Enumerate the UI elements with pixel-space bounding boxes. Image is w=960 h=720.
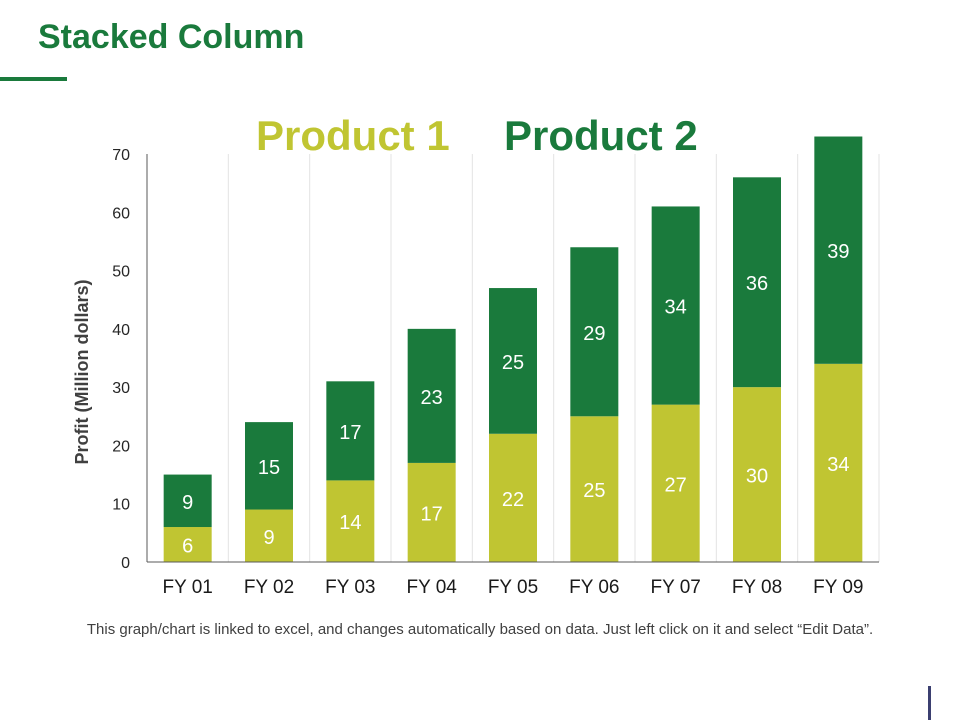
y-tick-label: 70 — [112, 147, 130, 164]
data-label: 17 — [421, 503, 443, 525]
data-labels: 6 9 9 15 14 17 17 23 22 25 25 29 27 34 30 36 34 39 — [182, 241, 849, 557]
bars — [163, 136, 863, 562]
bar-product-1 — [407, 462, 456, 562]
bar-product-2 — [326, 381, 375, 481]
bar-product-1 — [489, 433, 537, 562]
y-tick-label: 40 — [112, 322, 130, 339]
x-tick-label: FY 02 — [244, 577, 294, 598]
data-label: 25 — [583, 480, 605, 502]
bar-product-1 — [163, 527, 212, 562]
data-label: 9 — [263, 527, 274, 549]
bar-product-2 — [651, 206, 700, 405]
chart-caption: This graph/chart is linked to excel, and… — [86, 621, 874, 638]
bar-product-1 — [651, 404, 700, 562]
x-tick-label: FY 01 — [162, 577, 212, 598]
x-tick-label: FY 05 — [488, 577, 538, 598]
grid-lines — [227, 154, 880, 562]
bar-product-1 — [733, 387, 781, 562]
data-label: 15 — [258, 457, 280, 479]
data-label: 25 — [502, 352, 524, 374]
bar-product-2 — [489, 288, 537, 434]
data-label: 27 — [665, 474, 687, 496]
y-tick-label: 20 — [112, 438, 130, 455]
bar-product-2 — [163, 474, 212, 528]
y-tick-label: 10 — [112, 497, 130, 514]
data-label: 34 — [665, 297, 687, 319]
x-tick-label: FY 06 — [569, 577, 619, 598]
slide-title: Stacked Column — [38, 18, 305, 56]
data-label: 14 — [339, 512, 361, 534]
data-label: 34 — [827, 454, 849, 476]
y-tick-label: 60 — [112, 205, 130, 222]
legend-product-1: Product 1 — [256, 112, 450, 159]
bar-product-1 — [326, 480, 375, 562]
data-label: 36 — [746, 273, 768, 295]
bar-product-1 — [570, 416, 619, 562]
bar-product-2 — [814, 136, 863, 364]
x-tick-label: FY 03 — [325, 577, 375, 598]
x-tick-label: FY 07 — [650, 577, 700, 598]
data-label: 6 — [182, 536, 193, 558]
bar-product-2 — [570, 247, 619, 417]
bar-product-1 — [245, 509, 293, 562]
x-tick-label: FY 04 — [406, 577, 457, 598]
data-label: 22 — [502, 489, 524, 511]
y-tick-label: 0 — [121, 555, 130, 572]
stacked-column-chart: 0 10 20 30 40 50 60 70 FY 01 FY 02 FY 03 FY 04 FY 05… — [72, 136, 880, 598]
axes: 0 10 20 30 40 50 60 70 FY 01 FY 02 FY 03 FY 04 FY 05… — [112, 147, 879, 598]
bar-product-2 — [245, 422, 293, 510]
data-label: 23 — [421, 387, 443, 409]
legend-product-2: Product 2 — [504, 112, 698, 159]
y-tick-label: 30 — [112, 380, 130, 397]
corner-mark — [928, 686, 931, 720]
title-underline — [0, 77, 67, 81]
bar-product-1 — [814, 363, 863, 562]
data-label: 17 — [339, 422, 361, 444]
data-label: 29 — [583, 323, 605, 345]
data-label: 39 — [827, 241, 849, 263]
y-tick-label: 50 — [112, 264, 130, 281]
y-axis-label: Profit (Million dollars) — [72, 280, 92, 465]
x-tick-label: FY 08 — [732, 577, 782, 598]
data-label: 9 — [182, 492, 193, 514]
bar-product-2 — [407, 328, 456, 463]
x-tick-label: FY 09 — [813, 577, 863, 598]
bar-product-2 — [733, 177, 781, 388]
data-label: 30 — [746, 466, 768, 488]
